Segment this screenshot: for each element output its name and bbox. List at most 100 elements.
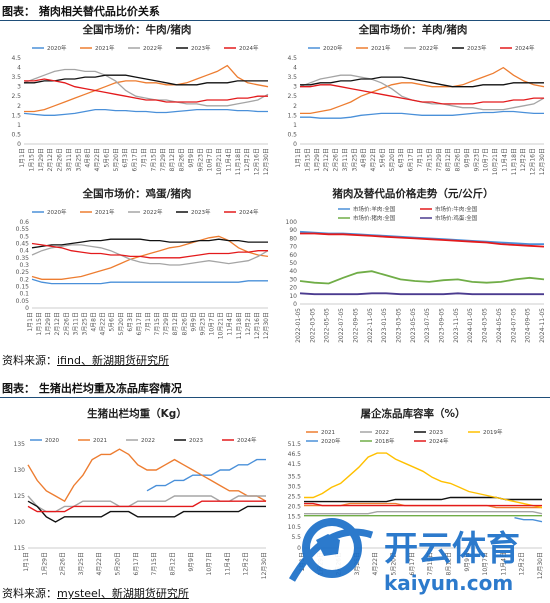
x-tick-label: 10月7日 (483, 148, 490, 171)
y-tick-label: 41.5 (288, 461, 302, 468)
chart-title: 全国市场价：羊肉/猪肉 (358, 23, 468, 36)
x-tick-label: 11月18日 (235, 148, 242, 175)
series-line-2022 (27, 495, 266, 513)
x-tick-label: 5月20日 (391, 552, 398, 575)
egg-pork-ratio-chart: 全国市场价：鸡蛋/猪肉 2020年 2021年 2022年 2023年 2024年 00.0… (16, 187, 270, 339)
x-tick-label: 3月11日 (66, 148, 73, 171)
y-tick-label: 100 (286, 219, 298, 226)
y-tick-label: 10.5 (288, 524, 302, 531)
x-tick-label: 1月1日 (295, 148, 302, 168)
series-line-市场价:鸡蛋:全国 (299, 292, 544, 296)
legend-label: 2023年 (191, 208, 211, 216)
x-tick-label: 6月17日 (408, 148, 415, 171)
y-tick-label: 3.5 (287, 74, 297, 81)
x-tick-label: 7月1日 (417, 148, 424, 168)
legend-label: 2020年 (321, 437, 341, 445)
legend-label: 2019年 (483, 428, 503, 436)
y-tick-label: 0 (25, 305, 29, 312)
x-tick-label: 10月21日 (216, 148, 223, 175)
series-line-2020年 (23, 108, 268, 116)
x-tick-label: 3月25日 (81, 312, 88, 335)
x-tick-label: 3月25日 (351, 148, 358, 171)
x-tick-label: 5月20日 (118, 312, 125, 335)
x-tick-label: 2024-03-05 (482, 308, 489, 343)
x-tick-label: 2022-07-05 (338, 308, 345, 343)
legend-label: 2023 (189, 438, 203, 444)
x-tick-label: 7月1日 (145, 312, 152, 332)
section-title: 图表： 生猪出栏均重及冻品库容情况 (2, 382, 182, 395)
x-tick-label: 12月2日 (243, 552, 250, 575)
x-tick-label: 5月20日 (389, 148, 396, 171)
x-tick-label: 3月25日 (75, 148, 82, 171)
legend-label: 2022年 (143, 44, 163, 52)
y-tick-label: 3.5 (11, 74, 21, 81)
y-tick-label: 0.05 (16, 298, 30, 305)
legend-label: 市场价:猪肉:全国 (353, 214, 396, 222)
x-tick-label: 2024-01-05 (467, 308, 474, 343)
legend-label: 市场价:牛肉:全国 (435, 205, 478, 213)
x-tick-label: 2022-11-05 (367, 308, 374, 343)
chart-legend: 2020年 2021年 2022年 2023年 2024年 (32, 208, 259, 216)
x-tick-label: 1月1日 (23, 552, 30, 572)
x-tick-label: 2024-11-05 (539, 308, 546, 343)
x-tick-label: 7月15日 (151, 552, 158, 575)
series-line-市场价:猪肉:全国 (299, 270, 545, 285)
y-tick-label: 0 (297, 545, 301, 552)
x-tick-label: 12月2日 (245, 312, 252, 335)
x-tick-label: 12月30日 (263, 312, 270, 339)
y-tick-label: 0.35 (16, 255, 30, 262)
x-tick-label: 2024-05-05 (496, 308, 503, 343)
x-tick-label: 12月16日 (530, 148, 537, 175)
legend-label: 2022 (141, 438, 155, 444)
y-tick-label: 0.45 (16, 241, 30, 248)
series-line-2023年 (24, 74, 268, 86)
x-tick-label: 10月21日 (492, 148, 499, 175)
x-tick-label: 9月23日 (199, 312, 206, 335)
series-line-2020 (146, 458, 266, 492)
x-tick-label: 11月4日 (501, 148, 508, 171)
series-line-2020年 (31, 278, 268, 285)
beef-pork-ratio-chart: 全国市场价：牛肉/猪肉 2020年 2021年 2022年 2023年 2024年 0 0.5… (11, 23, 270, 175)
mutton-pork-ratio-chart: 全国市场价：羊肉/猪肉 2020年 2021年 2022年 2023年 2024年 0 0.5… (287, 23, 546, 175)
chart-legend: 2021 2022 2023 2019年 2020年 2018年 2024年 (306, 428, 503, 445)
legend-label: 2022 (375, 430, 389, 436)
y-tick-label: 0.5 (19, 233, 29, 240)
slaughter-weight-chart: 生猪出栏均重（Kg） 2020 2021 2022 2023 2024年 115 120 125… (14, 407, 268, 579)
x-tick-label: 2月26日 (57, 148, 64, 171)
x-tick-label: 9月9日 (464, 148, 471, 168)
x-tick-label: 5月6日 (109, 312, 116, 332)
watermark-en: kaiyun.com (384, 571, 513, 595)
chart-title: 生猪出栏均重（Kg） (87, 407, 187, 420)
x-tick-label: 2月26日 (63, 312, 70, 335)
series-line-2024年 (31, 242, 268, 259)
x-tick-label: 2月12日 (54, 312, 61, 335)
y-tick-label: 0.1 (19, 291, 29, 298)
section-header-weight-storage: 图表： 生猪出栏均重及冻品库容情况 (0, 379, 550, 398)
x-tick-label: 6月17日 (136, 312, 143, 335)
substitute-price-trend-chart: 猪肉及替代品价格走势（元/公斤） 市场价:羊肉:全国 市场价:牛肉:全国市场价:猪肉… (286, 187, 546, 343)
chart-legend: 2020 2021 2022 2023 2024年 (30, 436, 257, 444)
y-tick-label: 60 (289, 252, 297, 259)
x-tick-label: 8月12日 (445, 552, 452, 575)
x-tick-label: 12月30日 (537, 552, 544, 579)
source-note-1: 资料来源：ifind、新湖期货研究所 (2, 354, 169, 367)
series-line-2024年 (24, 78, 268, 103)
x-tick-label: 2023-05-05 (410, 308, 417, 343)
x-tick-label: 12月2日 (244, 148, 251, 171)
x-tick-label: 4月8日 (361, 148, 368, 168)
chart-title: 全国市场价：鸡蛋/猪肉 (82, 187, 192, 200)
chart-title: 猪肉及替代品价格走势（元/公斤） (331, 187, 493, 200)
legend-label: 2022年 (143, 208, 163, 216)
y-tick-label: 2.5 (11, 93, 21, 100)
x-tick-label: 1月15日 (28, 148, 35, 171)
y-tick-label: 135 (14, 441, 26, 448)
x-tick-label: 9月9日 (188, 148, 195, 168)
series-line-2023年 (31, 238, 268, 249)
legend-label: 2024年 (239, 208, 259, 216)
x-tick-label: 4月8日 (91, 312, 98, 332)
legend-label: 2023 (429, 430, 443, 436)
y-tick-label: 130 (14, 467, 26, 474)
x-tick-label: 5月20日 (115, 552, 122, 575)
x-tick-label: 1月29日 (45, 312, 52, 335)
x-tick-label: 8月26日 (179, 148, 186, 171)
